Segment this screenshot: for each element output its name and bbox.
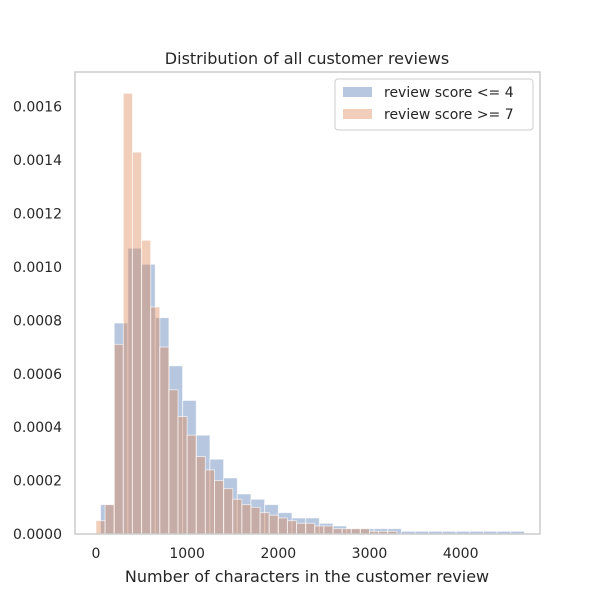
y-tick-label: 0.0002 (13, 474, 62, 490)
bar-series-1-3 (122, 92, 133, 535)
y-tick-label: 0.0012 (13, 207, 62, 223)
legend-label-1: review score >= 7 (384, 107, 514, 123)
bar-series-1-28 (350, 528, 361, 535)
bar-series-1-20 (277, 517, 288, 535)
bar-series-1-2 (113, 343, 124, 535)
y-tick-label: 0.0004 (13, 420, 62, 436)
bar-series-1-12 (204, 469, 216, 535)
bar-series-1-17 (250, 506, 261, 535)
y-tick-label: 0.0014 (13, 153, 62, 169)
bar-series-1-26 (332, 528, 343, 535)
plot-frame (74, 71, 541, 535)
legend-swatch-0 (343, 87, 372, 97)
legend: review score <= 4 review score >= 7 (334, 78, 534, 131)
bar-series-1-10 (186, 434, 197, 535)
bar-series-1-29 (359, 528, 371, 535)
bar-series-1-19 (268, 514, 279, 535)
bar-series-1-25 (323, 525, 334, 535)
bar-series-1-9 (177, 415, 188, 535)
bar-series-1-8 (168, 389, 179, 535)
bar-series-1-22 (296, 522, 307, 535)
bar-series-1-16 (241, 504, 252, 535)
bar-series-1-5 (141, 239, 152, 535)
legend-label-0: review score <= 4 (384, 85, 514, 101)
legend-swatch-1 (343, 109, 372, 119)
x-tick-label: 4000 (443, 546, 479, 562)
y-tick-label: 0.0016 (13, 100, 62, 116)
y-axis-ticks: 0.0000 0.0002 0.0004 0.0006 0.0008 0.0010 0.00… (13, 100, 62, 543)
bar-series-1-7 (159, 346, 170, 535)
bar-series-1-11 (195, 456, 206, 535)
bar-series-1-6 (150, 306, 161, 535)
x-tick-label: 3000 (352, 546, 388, 562)
bar-series-1-23 (305, 522, 316, 535)
bar-series-1-13 (214, 480, 225, 535)
y-tick-label: 0.0006 (13, 367, 62, 383)
bar-series-1-1 (104, 504, 115, 535)
y-tick-label: 0.0000 (13, 527, 62, 543)
y-tick-label: 0.0010 (13, 260, 62, 276)
bar-series-1-21 (286, 520, 298, 535)
x-tick-label: 2000 (261, 546, 297, 562)
bars-layer (95, 92, 525, 535)
chart-title: Distribution of all customer reviews (165, 49, 449, 68)
y-tick-label: 0.0008 (13, 313, 62, 329)
x-axis-ticks: 0 1000 2000 3000 4000 (92, 546, 479, 562)
bar-series-1-15 (232, 498, 243, 535)
bar-series-1-0 (95, 520, 106, 535)
bar-series-1-18 (259, 512, 270, 535)
x-tick-label: 1000 (169, 546, 205, 562)
legend-frame (334, 78, 534, 131)
bar-series-1-24 (314, 525, 325, 535)
bar-series-1-4 (131, 151, 143, 535)
bar-series-1-27 (341, 528, 352, 535)
x-axis-label: Number of characters in the customer rev… (125, 567, 489, 586)
x-tick-label: 0 (92, 546, 101, 562)
bar-series-1-14 (223, 488, 234, 535)
